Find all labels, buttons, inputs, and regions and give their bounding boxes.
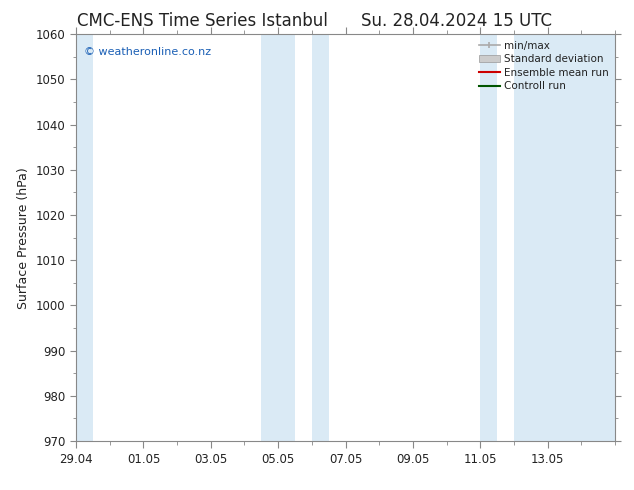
Text: Su. 28.04.2024 15 UTC: Su. 28.04.2024 15 UTC xyxy=(361,12,552,30)
Y-axis label: Surface Pressure (hPa): Surface Pressure (hPa) xyxy=(17,167,30,309)
Legend: min/max, Standard deviation, Ensemble mean run, Controll run: min/max, Standard deviation, Ensemble me… xyxy=(476,37,612,95)
Bar xyxy=(312,34,328,441)
Bar xyxy=(480,34,497,441)
Bar xyxy=(261,34,295,441)
Bar xyxy=(76,34,93,441)
Text: CMC-ENS Time Series Istanbul: CMC-ENS Time Series Istanbul xyxy=(77,12,328,30)
Bar xyxy=(514,34,615,441)
Text: © weatheronline.co.nz: © weatheronline.co.nz xyxy=(84,47,211,56)
